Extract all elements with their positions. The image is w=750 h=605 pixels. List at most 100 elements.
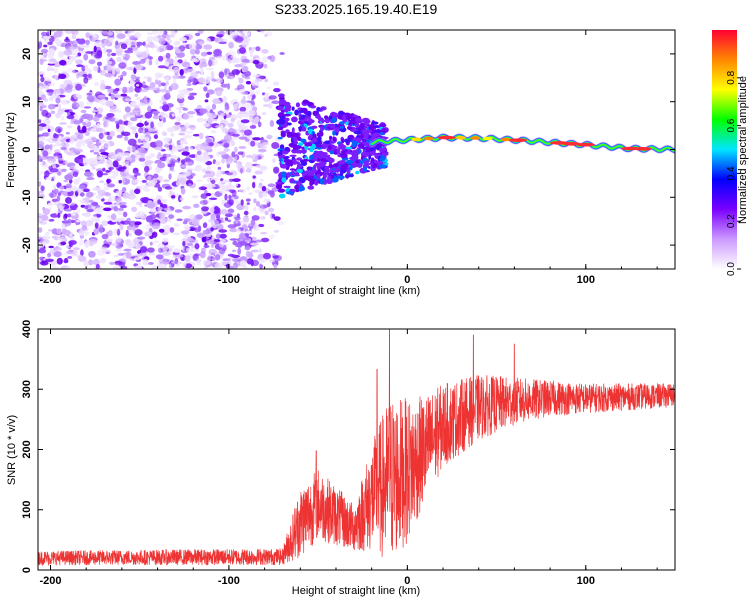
spectrogram-blob (101, 233, 109, 240)
spectrogram-blob (157, 175, 163, 182)
spectrogram-blob (147, 262, 154, 265)
spectrogram-blob (61, 168, 67, 172)
spectrogram-blob (241, 58, 250, 63)
snr-xtick-label: 0 (404, 575, 410, 587)
spectrogram-blob (49, 144, 53, 151)
spectrogram-blob (46, 31, 50, 37)
spectrogram-blob (225, 75, 235, 80)
spectrogram-blob (326, 156, 331, 162)
spectrogram-blob (281, 171, 287, 178)
spectrogram-blob (98, 227, 104, 234)
spectrogram-blob (126, 32, 131, 38)
spectrogram-blob (173, 62, 181, 65)
spectrogram-blob (125, 229, 129, 237)
spectrogram-blob (127, 242, 135, 249)
spectrogram-blob (136, 122, 144, 128)
spectrogram-blob (328, 145, 332, 150)
spectrogram-blob (174, 254, 184, 258)
spectrogram-blob (283, 108, 289, 113)
spectrogram-blob (359, 122, 365, 129)
spectrogram-blob (193, 203, 200, 208)
spectrogram-blob (97, 139, 107, 143)
spectrogram-blob (248, 47, 252, 51)
spectrogram-blob (289, 178, 295, 184)
spectrogram-blob (271, 142, 280, 149)
spectrogram-blob (157, 199, 162, 205)
spectrogram-blob (83, 260, 89, 267)
spectrogram-blob (221, 158, 226, 164)
spectrogram-blob (42, 161, 46, 166)
spectrogram-blob (77, 125, 81, 132)
spectrogram-blob (134, 254, 143, 257)
spectrogram-blob (213, 48, 223, 57)
spectrogram-blob (205, 37, 211, 43)
spectrogram-blob (276, 119, 283, 125)
spectrogram-blob (329, 123, 336, 129)
spectrogram-blob (201, 168, 207, 173)
spectrogram-blob (174, 46, 179, 50)
spectrogram-blob (202, 141, 209, 147)
spectrogram-blob (128, 86, 134, 93)
spectrogram-blob (162, 238, 169, 243)
spectrogram-blob (182, 221, 188, 225)
spectrogram-blob (113, 254, 119, 258)
spectrogram-blob (195, 48, 200, 55)
spectrogram-blob (181, 147, 190, 152)
spectrogram-blob (104, 182, 108, 186)
spectrogram-blob (136, 43, 141, 48)
spectrogram-ytick-label: -20 (21, 237, 33, 253)
spectrogram-blob (268, 207, 275, 213)
spectrogram-blob (206, 177, 211, 183)
spectrogram-blob (306, 166, 312, 171)
spectrogram-blob (86, 191, 94, 198)
spectrogram-blob (272, 255, 279, 259)
spectrogram-blob (66, 115, 75, 120)
spectrogram-blob (130, 117, 138, 122)
spectrogram-blob (244, 204, 249, 212)
spectrogram-blob (173, 41, 181, 46)
spectrogram-blob (92, 187, 101, 192)
spectrogram-ridge (368, 133, 675, 154)
spectrogram-blob (165, 52, 171, 59)
spectrogram-blob (252, 137, 261, 141)
spectrogram-blob (92, 34, 97, 38)
spectrogram-blob (110, 213, 117, 220)
spectrogram-blob (172, 75, 181, 79)
spectrogram-blob (220, 209, 228, 215)
spectrogram-blob (45, 79, 53, 82)
spectrogram-blob (134, 149, 139, 154)
spectrogram-blob (210, 219, 220, 227)
spectrogram-blob (128, 145, 136, 152)
spectrogram-blob (53, 134, 59, 139)
spectrogram-blob (227, 83, 230, 90)
spectrogram-blob (239, 106, 247, 112)
spectrogram-blob (247, 94, 253, 100)
spectrogram-blob (109, 105, 119, 113)
spectrogram-blob (78, 168, 85, 171)
spectrogram-blob (47, 128, 51, 133)
spectrogram-blob (261, 56, 268, 63)
spectrogram-blob (309, 178, 314, 185)
spectrogram-blob (272, 158, 276, 163)
spectrogram-blob (39, 72, 43, 75)
spectrogram-blob (278, 93, 285, 98)
spectrogram-blob (84, 231, 89, 236)
spectrogram-blob (75, 141, 82, 149)
spectrogram-blob (263, 198, 271, 204)
spectrogram-blob (59, 83, 66, 89)
spectrogram-blob (127, 120, 132, 128)
spectrogram-blob (175, 181, 181, 187)
spectrogram-blob (253, 207, 257, 211)
spectrogram-blob (217, 166, 222, 171)
spectrogram-blob (273, 166, 280, 174)
spectrogram-blob (376, 161, 384, 165)
spectrogram-blob (319, 117, 324, 122)
spectrogram-blob (116, 228, 121, 236)
spectrogram-blob (206, 145, 212, 150)
spectrogram-blob (115, 50, 123, 56)
spectrogram-blob (168, 173, 172, 180)
spectrogram-blob (114, 30, 123, 34)
spectrogram-blob (319, 178, 325, 185)
spectrogram-blob (88, 259, 93, 266)
spectrogram-blob (351, 142, 357, 148)
